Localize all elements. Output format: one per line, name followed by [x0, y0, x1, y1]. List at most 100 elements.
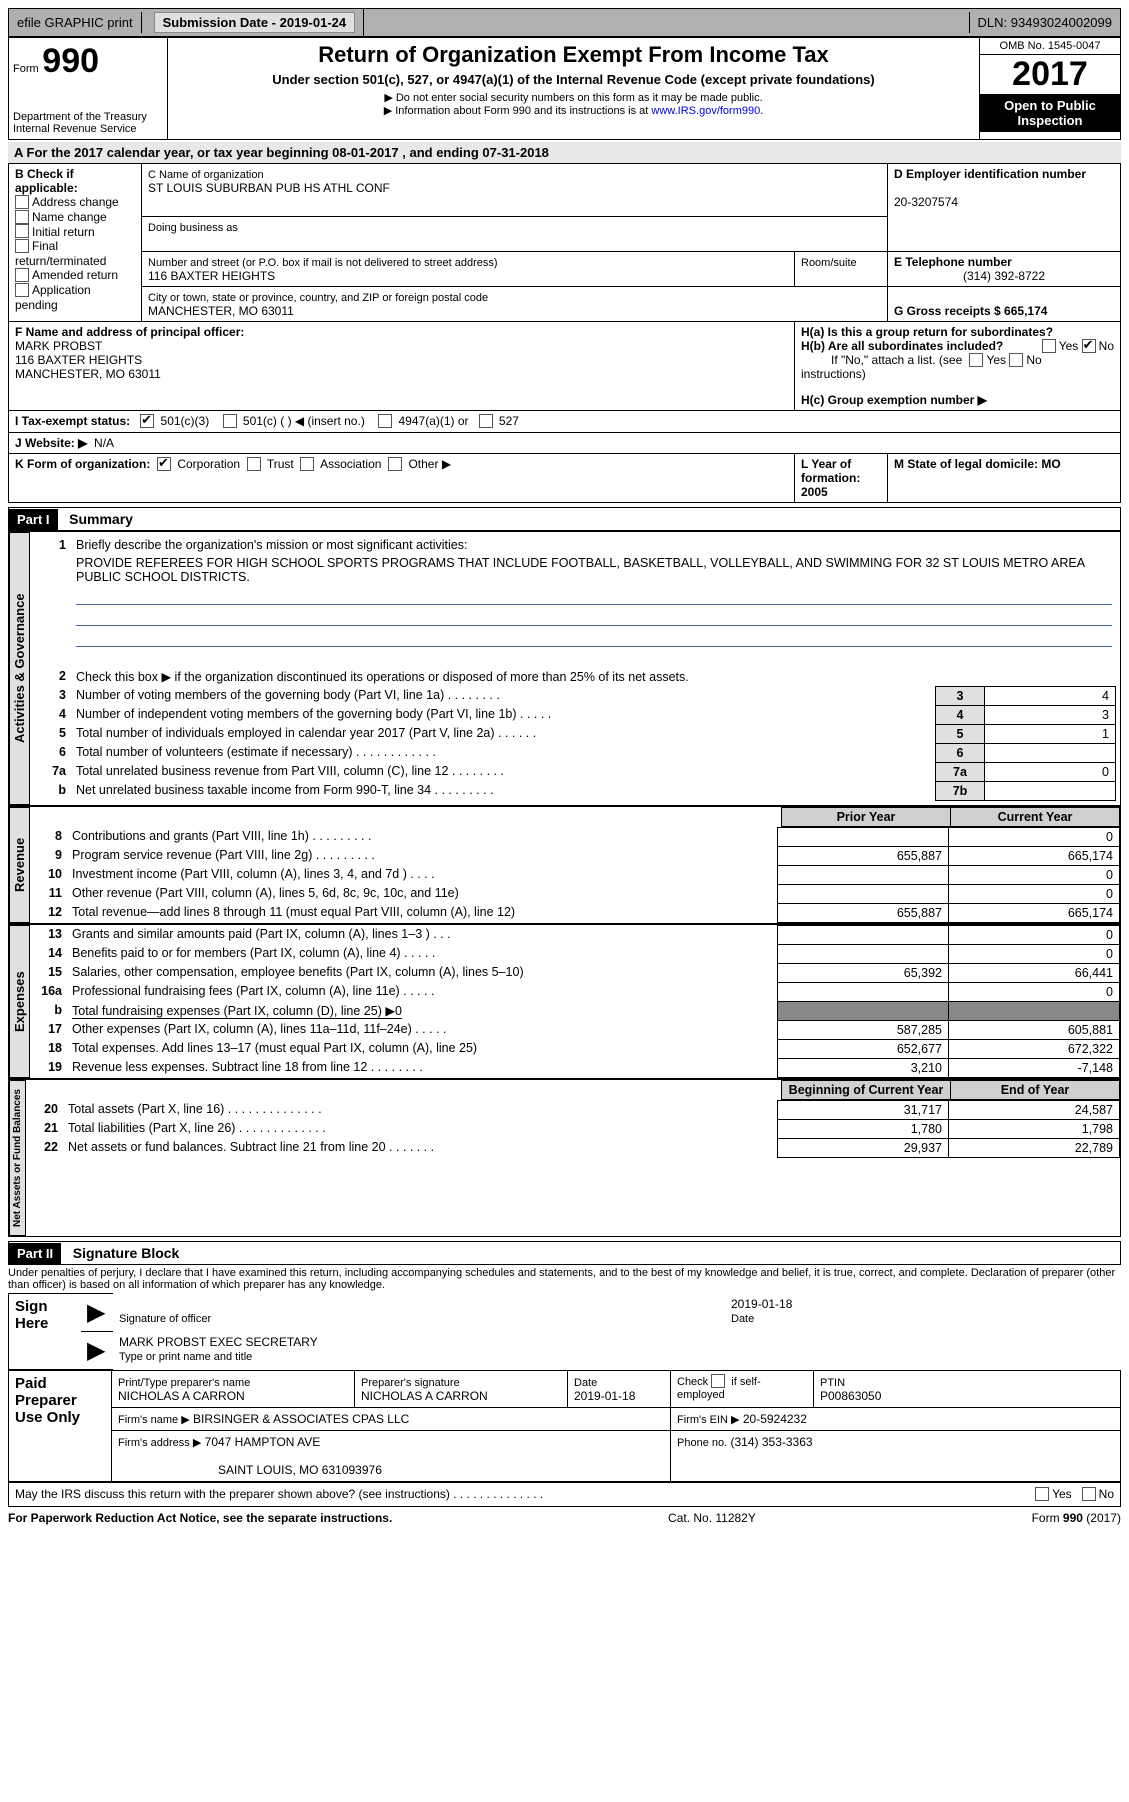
trust-checkbox[interactable] [247, 457, 261, 471]
initial-return-checkbox[interactable] [15, 224, 29, 238]
4947-checkbox[interactable] [378, 414, 392, 428]
footer-mid: Cat. No. 11282Y [668, 1511, 756, 1525]
part2-header: Part II [9, 1243, 61, 1264]
self-employed-checkbox[interactable] [711, 1374, 725, 1388]
page-footer: For Paperwork Reduction Act Notice, see … [8, 1511, 1121, 1525]
line-number: 3 [34, 686, 72, 705]
hb-no-checkbox[interactable] [1009, 353, 1023, 367]
row-a-period: A For the 2017 calendar year, or tax yea… [8, 142, 1121, 163]
street-value: 116 BAXTER HEIGHTS [148, 269, 275, 283]
line-text: Total unrelated business revenue from Pa… [72, 762, 936, 781]
f-officer-label: F Name and address of principal officer: [15, 325, 244, 339]
current-value: 672,322 [949, 1039, 1120, 1058]
part2-title: Signature Block [65, 1242, 188, 1264]
firm-addr-value: 7047 HAMPTON AVE [205, 1435, 321, 1449]
line-text: Program service revenue (Part VIII, line… [68, 846, 778, 865]
sig-officer-label: Signature of officer [119, 1313, 211, 1325]
exp-side-label: Expenses [9, 925, 30, 1078]
current-year-header: Current Year [951, 807, 1120, 826]
c-name-label: C Name of organization [148, 169, 264, 181]
footer-left: For Paperwork Reduction Act Notice, see … [8, 1511, 392, 1525]
corp-checkbox[interactable] [157, 457, 171, 471]
irs-link[interactable]: www.IRS.gov/form990 [651, 105, 760, 117]
discuss-no-checkbox[interactable] [1082, 1487, 1096, 1501]
part1-title: Summary [61, 508, 141, 530]
line-text: Net assets or fund balances. Subtract li… [64, 1138, 778, 1157]
line-number: 12 [30, 903, 68, 922]
prior-value [778, 865, 949, 884]
may-irs-discuss: May the IRS discuss this return with the… [15, 1487, 543, 1501]
line-number: 11 [30, 884, 68, 903]
end-year-header: End of Year [951, 1080, 1120, 1099]
dba-label: Doing business as [148, 222, 238, 234]
line-number: 20 [26, 1100, 64, 1119]
top-bar: efile GRAPHIC print Submission Date - 20… [8, 8, 1121, 37]
org-name: ST LOUIS SUBURBAN PUB HS ATHL CONF [148, 181, 390, 195]
current-value: 0 [949, 925, 1120, 944]
sign-here-label: Sign Here [15, 1298, 48, 1332]
final-return-checkbox[interactable] [15, 239, 29, 253]
part1-row: Part I Summary [8, 507, 1121, 531]
activities-governance-section: Activities & Governance 1Briefly describ… [8, 531, 1121, 806]
section-b-block: B Check if applicable: Address change Na… [8, 163, 1121, 503]
k-label: K Form of organization: [15, 457, 150, 471]
line-text: Total revenue—add lines 8 through 11 (mu… [68, 903, 778, 922]
q1-text: Briefly describe the organization's miss… [72, 536, 1116, 554]
501c3-checkbox[interactable] [140, 414, 154, 428]
prior-value: 29,937 [778, 1138, 949, 1157]
irs-label: Internal Revenue Service [13, 123, 163, 135]
line-number: 8 [30, 827, 68, 846]
current-shaded [949, 1001, 1120, 1020]
hb-yes-checkbox[interactable] [969, 353, 983, 367]
line-value [985, 781, 1116, 800]
phone-value: (314) 392-8722 [894, 269, 1114, 283]
app-pending-checkbox[interactable] [15, 283, 29, 297]
ein-value: 20-3207574 [894, 195, 958, 209]
current-value: 0 [949, 865, 1120, 884]
prior-value: 1,780 [778, 1119, 949, 1138]
501c-checkbox[interactable] [223, 414, 237, 428]
prior-value [778, 982, 949, 1001]
current-value: 1,798 [949, 1119, 1120, 1138]
j-website-label: J Website: ▶ [15, 436, 87, 450]
line-value: 0 [985, 762, 1116, 781]
line-number: 18 [30, 1039, 68, 1058]
form-header: Form 990 Department of the Treasury Inte… [8, 37, 1121, 140]
527-checkbox[interactable] [479, 414, 493, 428]
line-text: Total number of volunteers (estimate if … [72, 743, 936, 762]
firm-name-value: BIRSINGER & ASSOCIATES CPAS LLC [193, 1412, 409, 1426]
addr-change-checkbox[interactable] [15, 195, 29, 209]
ptin-value: P00863050 [820, 1389, 881, 1403]
dln-label: DLN: 93493024002099 [969, 12, 1120, 33]
paid-preparer-label: Paid Preparer Use Only [15, 1375, 80, 1426]
line-number: 13 [30, 925, 68, 944]
ha-yes-checkbox[interactable] [1042, 339, 1056, 353]
line-number: 6 [34, 743, 72, 762]
prior-value: 31,717 [778, 1100, 949, 1119]
name-change-checkbox[interactable] [15, 210, 29, 224]
officer-name: MARK PROBST [15, 339, 102, 353]
current-value: -7,148 [949, 1058, 1120, 1077]
sig-date-label: Date [731, 1313, 754, 1325]
line-box: 5 [936, 724, 985, 743]
other-checkbox[interactable] [388, 457, 402, 471]
submission-date-button[interactable]: Submission Date - 2019-01-24 [154, 12, 356, 33]
footer-right: Form 990 (2017) [1032, 1511, 1121, 1525]
city-value: MANCHESTER, MO 63011 [148, 304, 294, 318]
type-name-label: Type or print name and title [119, 1351, 252, 1363]
ha-no-checkbox[interactable] [1082, 339, 1096, 353]
line-text: Number of voting members of the governin… [72, 686, 936, 705]
mission-text: PROVIDE REFEREES FOR HIGH SCHOOL SPORTS … [72, 554, 1116, 586]
prior-year-header: Prior Year [782, 807, 951, 826]
assoc-checkbox[interactable] [300, 457, 314, 471]
net-assets-section: Net Assets or Fund Balances Beginning of… [8, 1079, 1121, 1237]
city-label: City or town, state or province, country… [148, 292, 488, 304]
amended-return-checkbox[interactable] [15, 268, 29, 282]
g-gross-receipts: G Gross receipts $ 665,174 [894, 304, 1047, 318]
prior-value [778, 884, 949, 903]
ag-side-label: Activities & Governance [9, 532, 30, 805]
form-title: Return of Organization Exempt From Incom… [172, 42, 975, 68]
line-box: 7b [936, 781, 985, 800]
discuss-yes-checkbox[interactable] [1035, 1487, 1049, 1501]
line-number: 9 [30, 846, 68, 865]
